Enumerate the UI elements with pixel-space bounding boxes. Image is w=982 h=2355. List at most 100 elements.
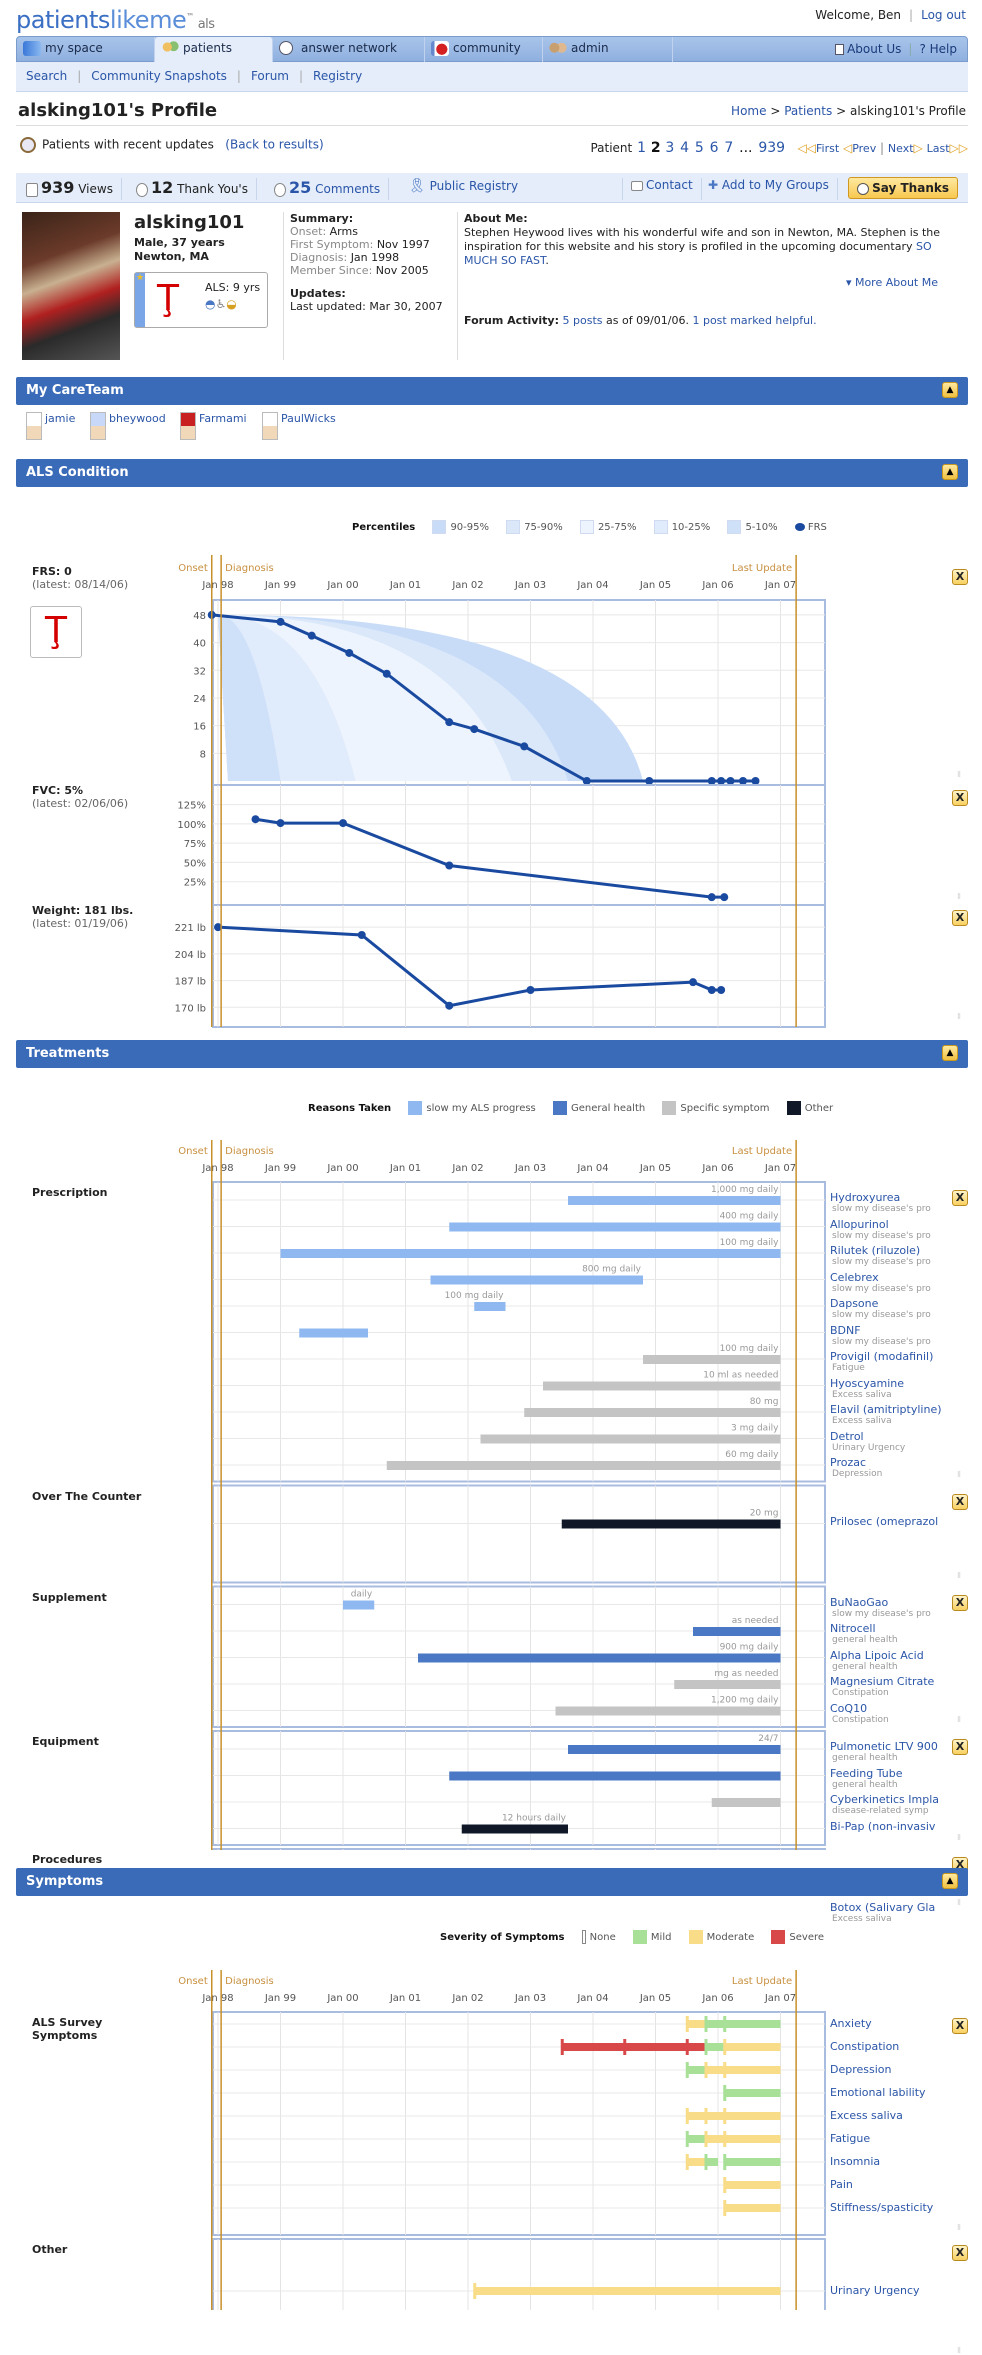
- treatment-link[interactable]: Feeding Tube: [830, 1766, 903, 1780]
- pager-page[interactable]: 1: [637, 140, 646, 156]
- member-link[interactable]: Farmami: [199, 412, 247, 425]
- logout-link[interactable]: Log out: [921, 8, 966, 22]
- comments-stat[interactable]: 25 Comments: [274, 178, 390, 200]
- subnav-forum[interactable]: Forum: [250, 69, 289, 83]
- close-group-button[interactable]: X: [952, 1493, 968, 1510]
- pager-last-page[interactable]: 939: [758, 140, 786, 156]
- treatment-link[interactable]: Magnesium Citrate: [830, 1675, 935, 1688]
- breadcrumb-home[interactable]: Home: [731, 104, 767, 118]
- symptom-link[interactable]: Depression: [830, 2063, 892, 2076]
- treatment-link[interactable]: CoQ10: [830, 1701, 868, 1715]
- documentary-link[interactable]: SO MUCH SO FAST: [464, 240, 932, 267]
- back-to-results-link[interactable]: (Back to results): [225, 137, 324, 152]
- treatment-link[interactable]: BuNaoGao: [830, 1595, 889, 1609]
- help-link[interactable]: ? Help: [919, 42, 957, 56]
- public-registry-link[interactable]: 🎗 Public Registry: [408, 178, 526, 200]
- symptom-link[interactable]: Pain: [830, 2178, 853, 2191]
- treatment-link[interactable]: Allopurinol: [830, 1217, 889, 1231]
- collapse-button[interactable]: ▲: [942, 1873, 958, 1889]
- tab-my-space[interactable]: my space: [17, 37, 155, 62]
- pager-page[interactable]: 6: [709, 140, 719, 156]
- pager-page[interactable]: 5: [694, 140, 704, 156]
- forum-posts-link[interactable]: 5 posts: [562, 314, 603, 327]
- member-link[interactable]: bheywood: [109, 412, 166, 425]
- treatment-link[interactable]: Alpha Lipoic Acid: [830, 1648, 924, 1662]
- symptom-link[interactable]: Stiffness/spasticity: [830, 2201, 934, 2214]
- add-to-groups-button[interactable]: ✚ Add to My Groups: [708, 178, 838, 200]
- treatment-link[interactable]: Dapsone: [830, 1297, 879, 1310]
- resize-grip-icon[interactable]: ⁝⁝: [957, 1469, 961, 1479]
- resize-grip-icon[interactable]: ⁝⁝: [957, 892, 961, 901]
- close-fvc-button[interactable]: X: [952, 790, 968, 806]
- close-group-button[interactable]: X: [952, 1739, 968, 1755]
- careteam-member[interactable]: PaulWicks: [262, 412, 336, 440]
- treatment-link[interactable]: Cyberkinetics Impla: [830, 1793, 940, 1806]
- careteam-member[interactable]: jamie: [26, 412, 75, 440]
- treatment-link[interactable]: Hyoscyamine: [830, 1376, 905, 1390]
- tab-community[interactable]: community: [425, 37, 543, 62]
- collapse-button[interactable]: ▲: [942, 464, 958, 480]
- resize-grip-icon[interactable]: ⁝⁝: [957, 1898, 961, 1907]
- resize-grip-icon[interactable]: ⁝⁝: [957, 770, 961, 779]
- treatment-link[interactable]: Hydroxyurea: [830, 1191, 901, 1204]
- close-group-button[interactable]: X: [952, 1594, 968, 1611]
- resize-grip-icon[interactable]: ⁝⁝: [957, 1833, 961, 1842]
- treatment-link[interactable]: Elavil (amitriptyline): [830, 1403, 942, 1416]
- pager-page[interactable]: 4: [680, 140, 690, 156]
- careteam-member[interactable]: Farmami: [180, 412, 247, 440]
- collapse-button[interactable]: ▲: [942, 382, 958, 398]
- pager-page[interactable]: 7: [724, 140, 734, 156]
- subnav-community-snapshots[interactable]: Community Snapshots: [91, 69, 227, 83]
- symptom-link[interactable]: Excess saliva: [830, 2109, 903, 2122]
- logo[interactable]: patientslikeme™als: [16, 6, 215, 34]
- say-thanks-button[interactable]: Say Thanks: [848, 177, 958, 199]
- tab-admin[interactable]: admin: [543, 37, 673, 62]
- resize-grip-icon[interactable]: ⁝⁝: [957, 2346, 961, 2355]
- helpful-posts-link[interactable]: 1 post marked helpful.: [692, 314, 817, 327]
- close-group-button[interactable]: X: [952, 2018, 968, 2034]
- treatment-bar: [280, 1249, 781, 1258]
- tab-patients[interactable]: patients: [155, 37, 273, 62]
- member-link[interactable]: PaulWicks: [281, 412, 336, 425]
- symptom-link[interactable]: Constipation: [830, 2040, 900, 2053]
- about-us-link[interactable]: About Us: [847, 42, 902, 56]
- subnav-search[interactable]: Search: [26, 69, 68, 83]
- symptom-link[interactable]: Insomnia: [830, 2155, 881, 2168]
- symptom-link[interactable]: Fatigue: [830, 2132, 871, 2145]
- symptom-link[interactable]: Anxiety: [830, 2017, 872, 2030]
- treatment-link[interactable]: Rilutek (riluzole): [830, 1244, 921, 1257]
- resize-grip-icon[interactable]: ⁝⁝: [957, 1012, 961, 1021]
- treatment-link[interactable]: Provigil (modafinil): [830, 1350, 934, 1363]
- pager-first[interactable]: First: [815, 142, 840, 155]
- treatment-link[interactable]: Botox (Salivary Gla: [830, 1900, 936, 1914]
- resize-grip-icon[interactable]: ⁝⁝: [957, 2223, 961, 2232]
- pager-prev[interactable]: Prev: [852, 142, 877, 155]
- close-weight-button[interactable]: X: [952, 910, 968, 926]
- close-frs-button[interactable]: X: [952, 569, 968, 585]
- resize-grip-icon[interactable]: ⁝⁝: [957, 1570, 961, 1580]
- treatment-link[interactable]: BDNF: [830, 1323, 861, 1337]
- treatment-link[interactable]: Celebrex: [830, 1270, 879, 1284]
- collapse-button[interactable]: ▲: [942, 1045, 958, 1061]
- treatment-link[interactable]: Pulmonetic LTV 900: [830, 1740, 938, 1753]
- contact-button[interactable]: Contact: [622, 178, 702, 200]
- pager-next[interactable]: Next: [887, 142, 914, 155]
- treatment-link[interactable]: Detrol: [830, 1429, 864, 1443]
- close-group-button[interactable]: X: [952, 1190, 968, 1206]
- resize-grip-icon[interactable]: ⁝⁝: [957, 1715, 961, 1724]
- member-link[interactable]: jamie: [45, 412, 76, 425]
- careteam-member[interactable]: bheywood: [90, 412, 166, 440]
- subnav-registry[interactable]: Registry: [313, 69, 363, 83]
- more-about-me-link[interactable]: ▾ More About Me: [845, 276, 938, 289]
- treatment-link[interactable]: Prilosec (omeprazol: [830, 1514, 939, 1528]
- tab-answer-network[interactable]: answer network: [273, 37, 425, 62]
- symptom-link[interactable]: Urinary Urgency: [830, 2284, 920, 2297]
- treatment-link[interactable]: Nitrocell: [830, 1622, 876, 1635]
- pager-page[interactable]: 3: [665, 140, 675, 156]
- symptom-link[interactable]: Emotional lability: [830, 2086, 926, 2099]
- breadcrumb-patients[interactable]: Patients: [784, 104, 833, 118]
- treatment-link[interactable]: Prozac: [830, 1456, 867, 1469]
- close-group-button[interactable]: X: [952, 2245, 968, 2261]
- pager-last[interactable]: Last: [926, 142, 950, 155]
- treatment-link[interactable]: Bi-Pap (non-invasiv: [830, 1819, 936, 1833]
